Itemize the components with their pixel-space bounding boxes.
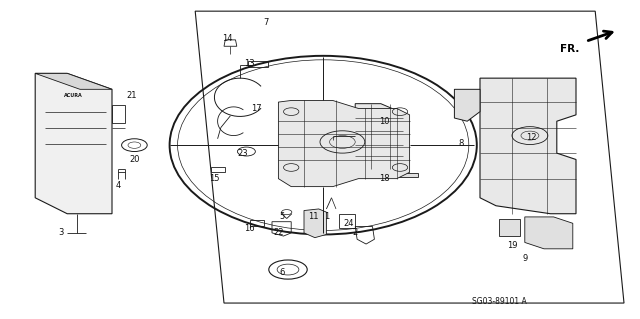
Text: SG03-89101 A: SG03-89101 A bbox=[472, 297, 527, 306]
Text: 10: 10 bbox=[379, 117, 389, 126]
Text: 4: 4 bbox=[116, 181, 121, 189]
Text: 1: 1 bbox=[324, 212, 329, 221]
Bar bbox=[248, 61, 268, 67]
Polygon shape bbox=[278, 100, 410, 187]
Bar bbox=[211, 167, 225, 172]
Polygon shape bbox=[35, 73, 112, 89]
Text: 3: 3 bbox=[58, 228, 63, 237]
Text: 2: 2 bbox=[353, 228, 358, 237]
Text: 9: 9 bbox=[522, 254, 527, 263]
Text: 18: 18 bbox=[379, 174, 389, 183]
Text: 12: 12 bbox=[526, 133, 536, 142]
Text: 24: 24 bbox=[344, 219, 354, 228]
Text: 8: 8 bbox=[458, 139, 463, 148]
Polygon shape bbox=[480, 78, 576, 214]
Text: 16: 16 bbox=[244, 224, 255, 233]
Text: ACURA: ACURA bbox=[64, 93, 83, 98]
Text: 7: 7 bbox=[263, 18, 268, 27]
Text: 13: 13 bbox=[244, 59, 255, 68]
Polygon shape bbox=[35, 73, 112, 214]
Polygon shape bbox=[355, 104, 403, 169]
Text: 19: 19 bbox=[507, 241, 517, 250]
Bar bbox=[112, 105, 125, 123]
Bar bbox=[250, 220, 264, 226]
Polygon shape bbox=[525, 217, 573, 249]
Text: 5: 5 bbox=[279, 212, 284, 221]
Text: FR.: FR. bbox=[560, 44, 579, 54]
Text: 14: 14 bbox=[222, 34, 232, 43]
Text: 17: 17 bbox=[251, 104, 261, 113]
Text: 11: 11 bbox=[308, 212, 319, 221]
Text: 23: 23 bbox=[238, 149, 248, 158]
Text: 20: 20 bbox=[129, 155, 140, 164]
Bar bbox=[394, 173, 418, 177]
Text: 21: 21 bbox=[126, 91, 136, 100]
Polygon shape bbox=[304, 209, 326, 238]
Text: 6: 6 bbox=[279, 268, 284, 277]
Bar bbox=[499, 219, 520, 236]
Bar bbox=[339, 214, 355, 228]
Text: 15: 15 bbox=[209, 174, 220, 183]
Polygon shape bbox=[454, 89, 480, 121]
Text: 22: 22 bbox=[273, 228, 284, 237]
